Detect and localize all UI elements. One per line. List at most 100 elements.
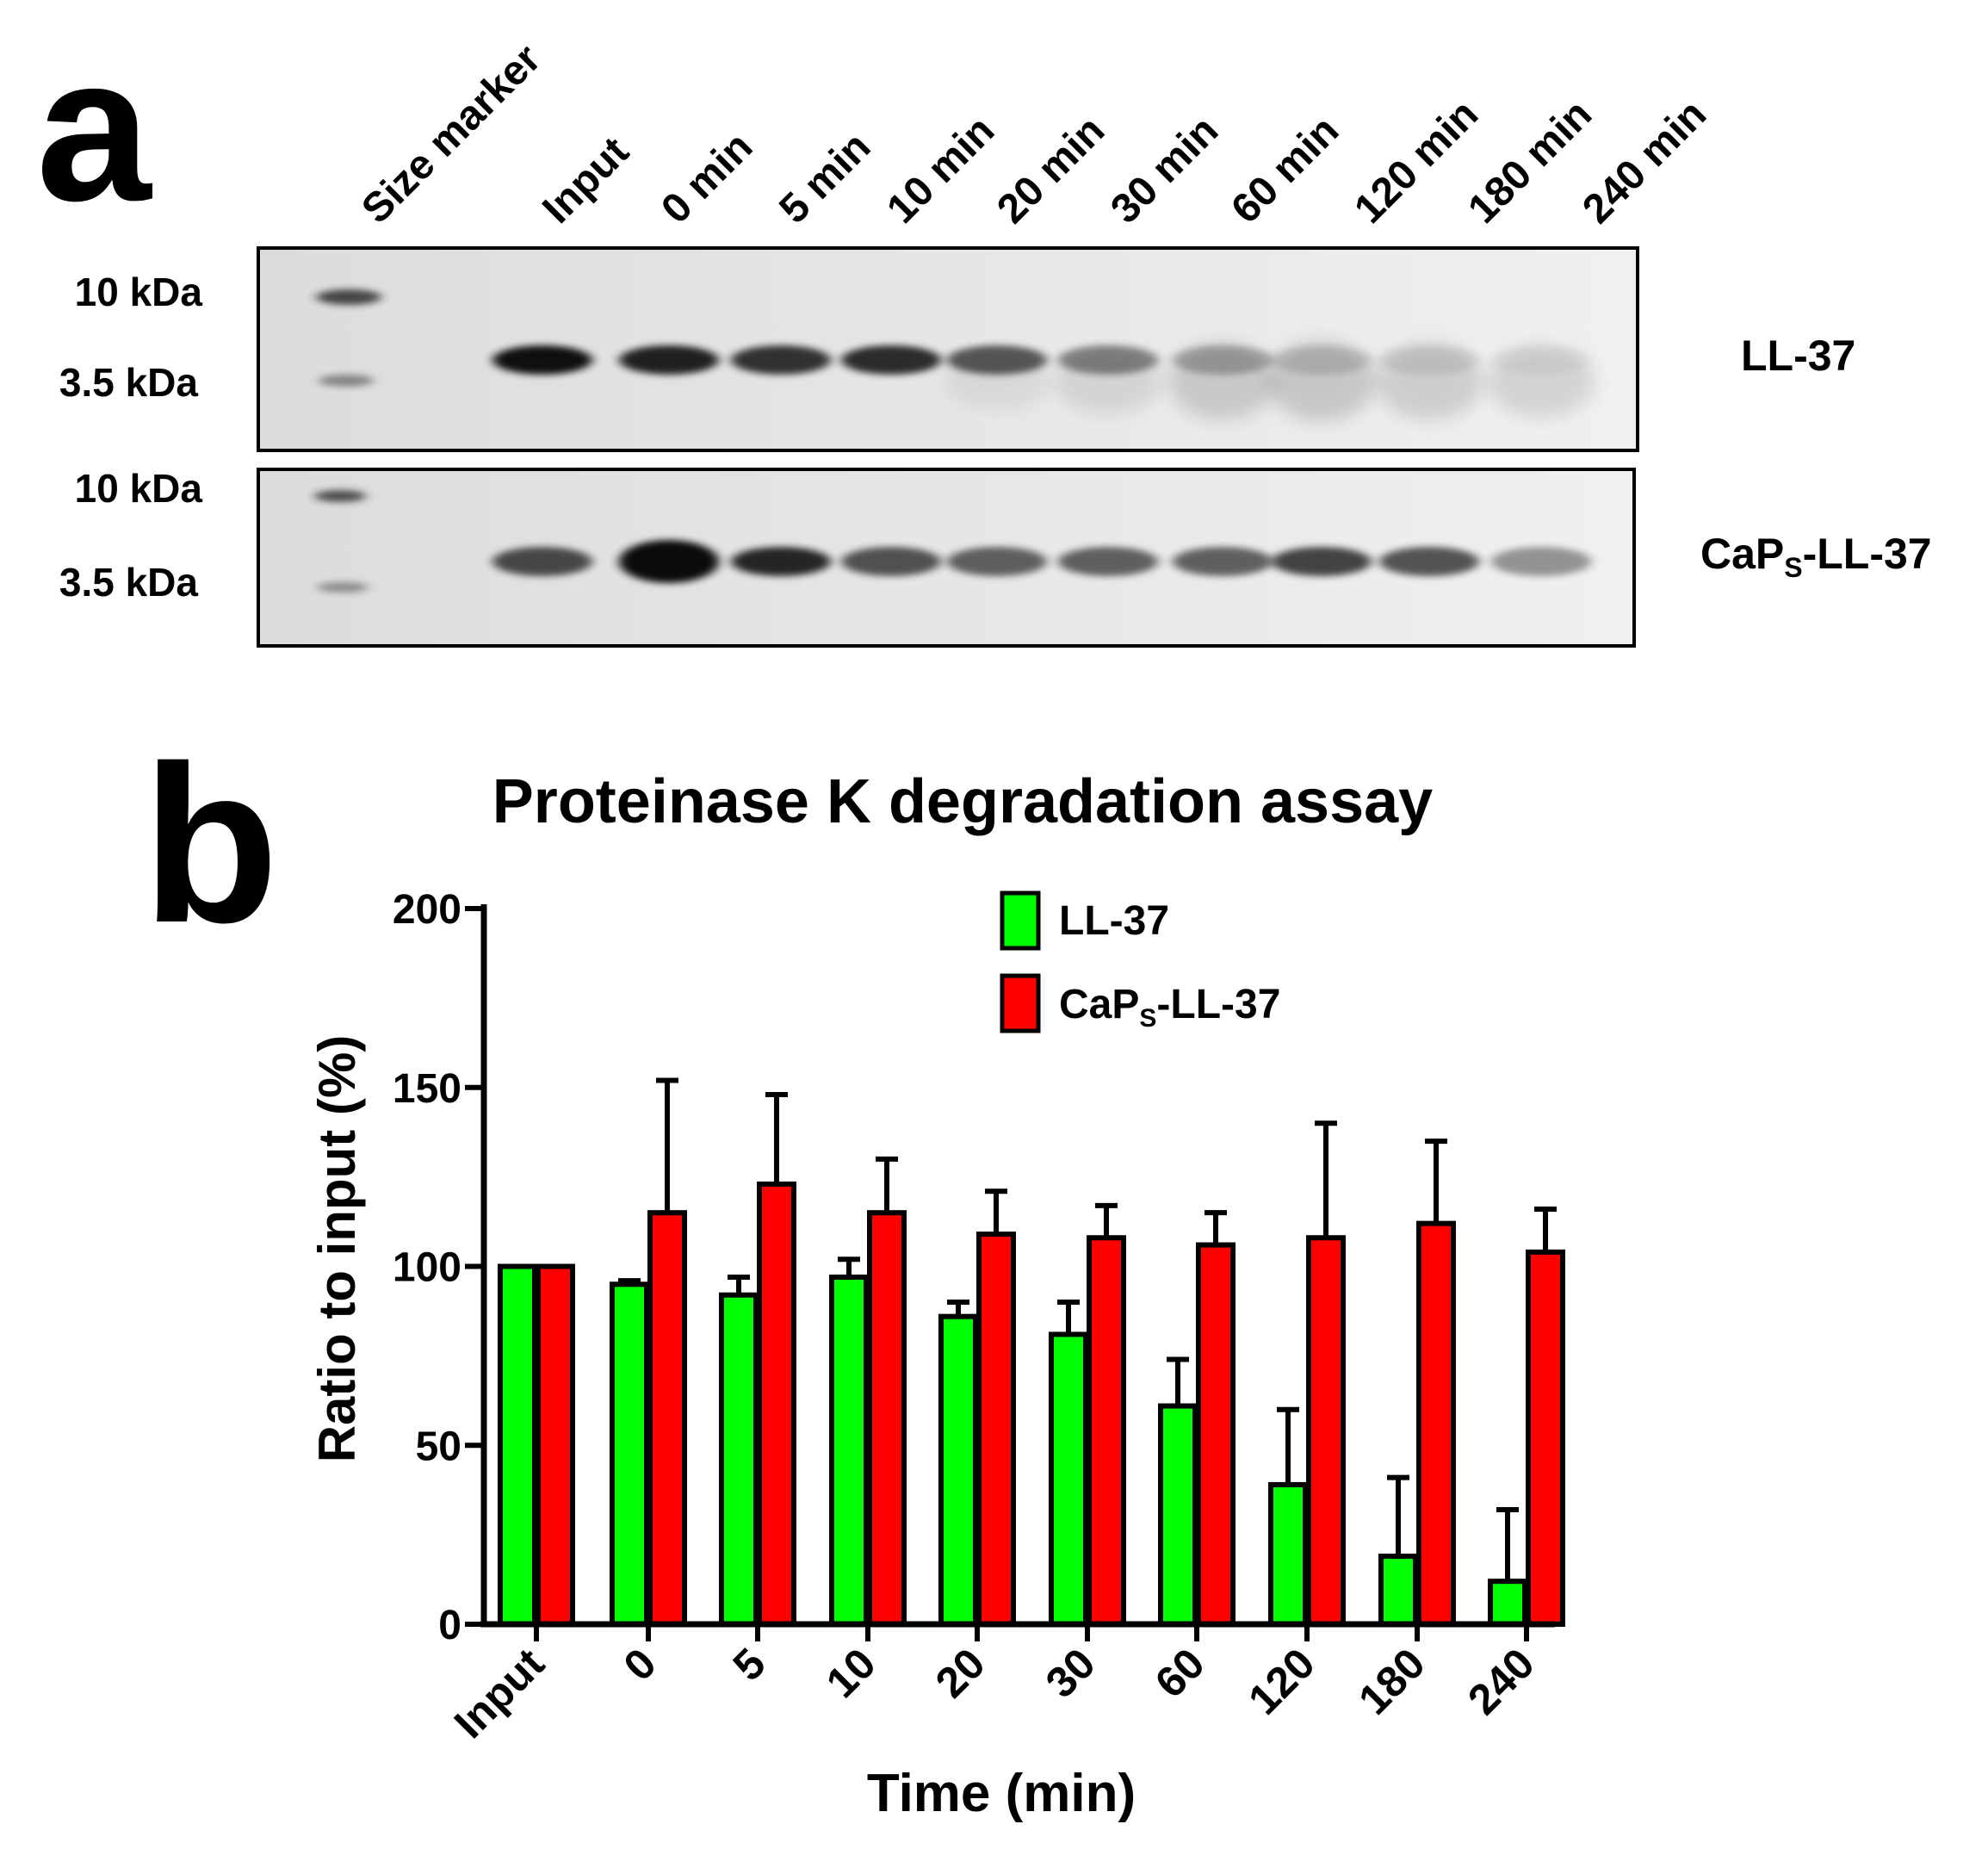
- bar-ll-37-30: [1049, 1331, 1088, 1627]
- bar-caps-ll-37-input: [536, 1263, 575, 1627]
- gel-band-0-min: [619, 540, 719, 583]
- gel-band-20-min: [947, 547, 1047, 576]
- gel-band-60-min: [1173, 547, 1273, 576]
- legend-swatch-caps-ll37: [1000, 973, 1041, 1033]
- y-tick-label: 150: [393, 1066, 461, 1112]
- y-axis-label: Ratio to input (%): [308, 1035, 366, 1463]
- gel-band-180-min: [1379, 547, 1479, 576]
- bar-caps-ll-37-60: [1196, 1242, 1236, 1627]
- panel-b: b Proteinase K degradation assay 0501001…: [142, 720, 1565, 1823]
- blot-ll37-bands: [492, 342, 1595, 421]
- bar-ll-37-0: [610, 1281, 649, 1628]
- bar-caps-ll-37-240: [1526, 1249, 1565, 1627]
- x-tick-label-10: 10: [817, 1639, 885, 1707]
- x-tick-label-0: 0: [615, 1639, 666, 1690]
- y-tick-label: 50: [416, 1424, 461, 1469]
- x-tick-label-20: 20: [926, 1639, 994, 1707]
- legend-item-caps-ll37: CaPS-LL-37: [1000, 973, 1280, 1033]
- lane-label-20-min: 20 min: [988, 108, 1113, 233]
- gel-band-30-min: [1058, 547, 1158, 576]
- y-tick-label: 200: [393, 887, 461, 933]
- marker-label-10kda: 10 kDa: [75, 466, 203, 511]
- panel-a-letter: a: [36, 13, 152, 244]
- marker-label-10kda: 10 kDa: [75, 270, 203, 314]
- x-tick-label-input: Input: [445, 1639, 554, 1747]
- gel-band-30-min: [1058, 345, 1158, 375]
- bar-ll-37-10: [829, 1274, 869, 1627]
- legend-swatch-ll37: [1000, 890, 1041, 951]
- y-axis-ticks: 0 50 100 150 200: [393, 887, 484, 1648]
- blot-ll37: 10 kDa 3.5 kDa LL-37: [59, 246, 1855, 452]
- bar-ll-37-120: [1268, 1481, 1308, 1627]
- lane-label-120-min: 120 min: [1346, 91, 1487, 233]
- gel-band-5-min: [731, 345, 831, 375]
- legend-item-ll37: LL-37: [1000, 890, 1169, 951]
- lane-label-180-min: 180 min: [1459, 91, 1601, 233]
- bar-caps-ll-37-0: [647, 1210, 687, 1628]
- y-tick-label: 0: [438, 1603, 461, 1648]
- bar-ll-37-20: [938, 1313, 978, 1628]
- lane-label-30-min: 30 min: [1102, 108, 1227, 233]
- blot-label-caps-ll37: CaPS-LL-37: [1700, 530, 1932, 583]
- bar-caps-ll-37-5: [757, 1181, 796, 1628]
- gel-band-180-min: [1379, 345, 1479, 375]
- gel-band-input: [492, 345, 592, 375]
- bar-ll-37-240: [1488, 1579, 1527, 1628]
- gel-band-input: [492, 547, 592, 576]
- gel-band-10-min: [841, 547, 941, 576]
- blot-label-ll37: LL-37: [1741, 332, 1855, 380]
- gel-band-120-min: [1272, 547, 1372, 576]
- x-tick-label-180: 180: [1349, 1639, 1434, 1724]
- marker-label-3-5kda: 3.5 kDa: [59, 360, 199, 405]
- x-axis-label: Time (min): [867, 1764, 1136, 1823]
- gel-band-0-min: [619, 345, 719, 375]
- x-tick-label-60: 60: [1146, 1639, 1214, 1707]
- gel-band-60-min: [1173, 345, 1273, 375]
- x-tick-label-240: 240: [1458, 1639, 1544, 1724]
- size-marker-band-10kda: [316, 289, 381, 305]
- lane-label-size-marker: Size marker: [353, 36, 549, 233]
- y-tick-label: 100: [393, 1245, 461, 1291]
- size-marker-band-3-5kda: [319, 375, 374, 387]
- gel-band-10-min: [841, 345, 941, 375]
- bar-ll-37-60: [1158, 1403, 1198, 1628]
- gel-band-5-min: [731, 547, 831, 576]
- lane-label-input: Input: [534, 128, 637, 232]
- lane-label-240-min: 240 min: [1574, 91, 1715, 233]
- x-tick-label-5: 5: [724, 1639, 775, 1690]
- bar-ll-37-input: [498, 1263, 537, 1627]
- gel-band-240-min: [1491, 345, 1591, 375]
- bar-caps-ll-37-30: [1087, 1235, 1126, 1627]
- x-tick-label-30: 30: [1037, 1639, 1105, 1707]
- x-tick-label-120: 120: [1239, 1639, 1324, 1724]
- gel-band-20-min: [947, 345, 1047, 375]
- legend-label-ll37: LL-37: [1059, 898, 1169, 944]
- blot-caps-ll37-bands: [492, 540, 1591, 583]
- legend-label-caps-ll37: CaPS-LL-37: [1059, 982, 1280, 1033]
- panel-b-letter: b: [142, 720, 279, 970]
- lane-label-60-min: 60 min: [1223, 108, 1347, 233]
- bar-caps-ll-37-10: [867, 1210, 907, 1628]
- bar-caps-ll-37-180: [1416, 1220, 1456, 1627]
- bar-caps-ll-37-120: [1306, 1235, 1346, 1627]
- gel-band-240-min: [1491, 547, 1591, 576]
- bar-caps-ll-37-20: [976, 1232, 1016, 1627]
- legend: LL-37 CaPS-LL-37: [1000, 890, 1280, 1033]
- lane-label-0-min: 0 min: [653, 124, 761, 233]
- bar-ll-37-180: [1378, 1554, 1418, 1628]
- size-marker-band-10kda: [314, 490, 366, 502]
- marker-label-3-5kda: 3.5 kDa: [59, 560, 199, 605]
- gel-band-120-min: [1272, 345, 1372, 375]
- bar-ll-37-5: [719, 1292, 759, 1627]
- x-axis-ticks: Input 0 5 10 20 30 60 120 180 240: [445, 1624, 1544, 1747]
- bars: [498, 1077, 1565, 1628]
- size-marker-band-3-5kda: [317, 582, 368, 593]
- chart-title: Proteinase K degradation assay: [492, 767, 1433, 836]
- lane-label-5-min: 5 min: [771, 124, 879, 233]
- blot-caps-ll37: 10 kDa 3.5 kDa CaPS-LL-37: [59, 466, 1932, 648]
- lane-label-10-min: 10 min: [878, 108, 1003, 233]
